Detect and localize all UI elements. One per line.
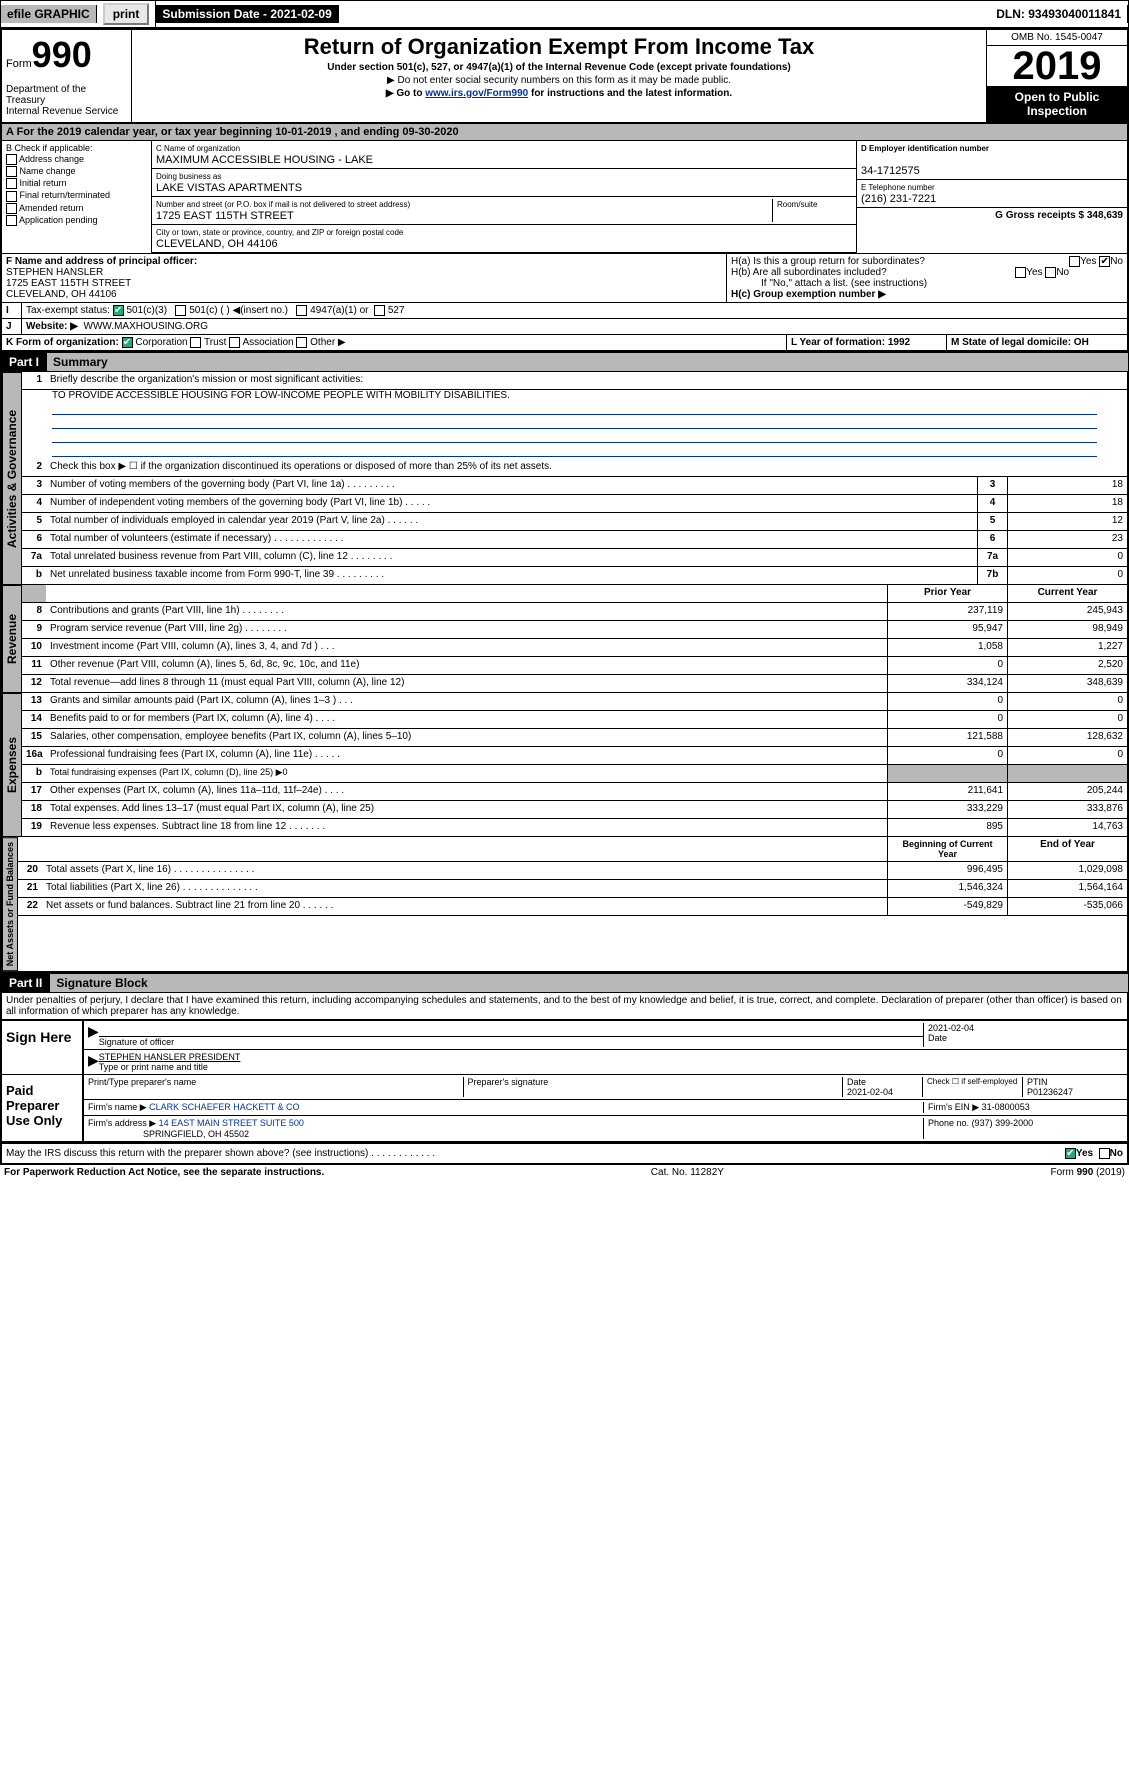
section-governance: Activities & Governance (2, 372, 22, 585)
dba: LAKE VISTAS APARTMENTS (156, 182, 302, 194)
room-label: Room/suite (777, 200, 817, 209)
discuss-row: May the IRS discuss this return with the… (0, 1144, 1129, 1163)
ha-group-return: H(a) Is this a group return for subordin… (731, 256, 1123, 267)
submission-date: Submission Date - 2021-02-09 (156, 5, 338, 23)
page-footer: For Paperwork Reduction Act Notice, see … (0, 1163, 1129, 1180)
sign-here-label: Sign Here (2, 1021, 82, 1074)
check-address-change[interactable]: Address change (6, 154, 147, 165)
state-domicile: M State of legal domicile: OH (947, 335, 1127, 350)
org-name: MAXIMUM ACCESSIBLE HOUSING - LAKE (156, 154, 373, 166)
addr-label: Number and street (or P.O. box if mail i… (156, 200, 410, 209)
form-subtitle: Under section 501(c), 527, or 4947(a)(1)… (136, 62, 982, 73)
tax-exempt-status: Tax-exempt status: 501(c)(3) 501(c) ( ) … (22, 303, 1127, 318)
check-initial-return[interactable]: Initial return (6, 178, 147, 189)
col-b-label: B Check if applicable: (6, 143, 147, 153)
department: Department of the Treasury Internal Reve… (6, 84, 127, 117)
hc-exemption: H(c) Group exemption number ▶ (731, 289, 1123, 300)
phone: (216) 231-7221 (861, 193, 936, 205)
line4-val: 18 (1007, 495, 1127, 512)
section-expenses: Expenses (2, 693, 22, 837)
hb-note: If "No," attach a list. (see instruction… (731, 278, 1123, 289)
check-name-change[interactable]: Name change (6, 166, 147, 177)
phone-label: E Telephone number (861, 183, 935, 192)
efile-label: efile GRAPHIC (1, 5, 97, 23)
inspection-label: Open to Public Inspection (987, 86, 1127, 122)
print-button[interactable]: print (103, 3, 150, 25)
line6-val: 23 (1007, 531, 1127, 548)
check-501c3[interactable] (113, 305, 124, 316)
line2-discontinued: Check this box ▶ ☐ if the organization d… (46, 459, 1127, 476)
check-corporation[interactable] (122, 337, 133, 348)
mission-label: Briefly describe the organization's miss… (46, 372, 1127, 389)
end-year-hdr: End of Year (1007, 837, 1127, 861)
sig-date: 2021-02-04 (928, 1023, 974, 1033)
firm-addr2: SPRINGFIELD, OH 45502 (143, 1129, 249, 1139)
website-row: Website: ▶ WWW.MAXHOUSING.ORG (22, 319, 1127, 334)
officer-addr1: 1725 EAST 115TH STREET (6, 278, 722, 289)
line7b-val: 0 (1007, 567, 1127, 584)
line3-val: 18 (1007, 477, 1127, 494)
perjury-statement: Under penalties of perjury, I declare th… (0, 993, 1129, 1019)
section-revenue: Revenue (2, 585, 22, 693)
form-header: Form990 Department of the Treasury Inter… (0, 28, 1129, 124)
firm-ein: 31-0800053 (982, 1102, 1030, 1112)
officer-print-name: STEPHEN HANSLER PRESIDENT (99, 1052, 241, 1062)
note-goto: ▶ Go to www.irs.gov/Form990 for instruct… (136, 88, 982, 99)
check-final-return[interactable]: Final return/terminated (6, 190, 147, 201)
tax-year: 2019 (987, 46, 1127, 86)
l8-prior: 237,119 (887, 603, 1007, 620)
prep-date: 2021-02-04 (847, 1087, 893, 1097)
street-address: 1725 EAST 115TH STREET (156, 210, 294, 222)
part1-header: Part ISummary (0, 352, 1129, 372)
discuss-no[interactable] (1099, 1148, 1110, 1159)
line7a-val: 0 (1007, 549, 1127, 566)
ptin: P01236247 (1027, 1087, 1073, 1097)
cat-no: Cat. No. 11282Y (651, 1167, 724, 1178)
ein-label: D Employer identification number (861, 144, 989, 153)
paid-preparer-label: Paid Preparer Use Only (2, 1075, 82, 1141)
begin-year-hdr: Beginning of Current Year (887, 837, 1007, 861)
form-of-org: K Form of organization: Corporation Trus… (2, 335, 787, 350)
form-number: 990 (32, 34, 92, 75)
entity-block: B Check if applicable: Address change Na… (0, 141, 1129, 254)
col-b-checkboxes: B Check if applicable: Address change Na… (2, 141, 152, 253)
discuss-yes[interactable] (1065, 1148, 1076, 1159)
officer-addr2: CLEVELAND, OH 44106 (6, 289, 722, 300)
ein: 34-1712575 (861, 165, 920, 177)
form-version: Form 990 (2019) (1051, 1167, 1125, 1178)
officer-label: F Name and address of principal officer: (6, 256, 722, 267)
gross-receipts: G Gross receipts $ 348,639 (995, 210, 1123, 221)
section-net-assets: Net Assets or Fund Balances (2, 837, 18, 971)
tax-period: A For the 2019 calendar year, or tax yea… (0, 124, 1129, 141)
l8-current: 245,943 (1007, 603, 1127, 620)
line3-text: Number of voting members of the governin… (46, 477, 977, 494)
hb-subordinates: H(b) Are all subordinates included? Yes … (731, 267, 1123, 278)
irs-link[interactable]: www.irs.gov/Form990 (425, 88, 528, 99)
line5-val: 12 (1007, 513, 1127, 530)
firm-addr1[interactable]: 14 EAST MAIN STREET SUITE 500 (159, 1118, 304, 1128)
check-amended[interactable]: Amended return (6, 203, 147, 214)
website: WWW.MAXHOUSING.ORG (84, 321, 208, 332)
city-label: City or town, state or province, country… (156, 228, 403, 237)
top-bar: efile GRAPHIC print Submission Date - 20… (0, 0, 1129, 28)
form-word: Form (6, 58, 32, 70)
firm-name[interactable]: CLARK SCHAEFER HACKETT & CO (149, 1102, 299, 1112)
firm-phone: (937) 399-2000 (972, 1118, 1034, 1128)
city-state-zip: CLEVELAND, OH 44106 (156, 238, 278, 250)
dba-label: Doing business as (156, 172, 221, 181)
year-formation: L Year of formation: 1992 (787, 335, 947, 350)
note-ssn: ▶ Do not enter social security numbers o… (136, 75, 982, 86)
dln: DLN: 93493040011841 (990, 5, 1128, 23)
officer-name: STEPHEN HANSLER (6, 267, 722, 278)
check-self-employed[interactable]: Check ☐ if self-employed (923, 1077, 1023, 1097)
form-title: Return of Organization Exempt From Incom… (136, 34, 982, 60)
sig-officer-label: Signature of officer (99, 1037, 174, 1047)
pra-notice: For Paperwork Reduction Act Notice, see … (4, 1167, 324, 1178)
current-year-hdr: Current Year (1007, 585, 1127, 602)
prior-year-hdr: Prior Year (887, 585, 1007, 602)
mission-text: TO PROVIDE ACCESSIBLE HOUSING FOR LOW-IN… (52, 390, 1097, 401)
check-pending[interactable]: Application pending (6, 215, 147, 226)
org-name-label: C Name of organization (156, 144, 240, 153)
part2-header: Part IISignature Block (0, 973, 1129, 993)
